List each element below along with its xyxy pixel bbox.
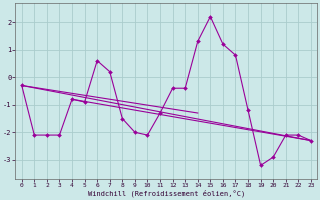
X-axis label: Windchill (Refroidissement éolien,°C): Windchill (Refroidissement éolien,°C) — [88, 190, 245, 197]
